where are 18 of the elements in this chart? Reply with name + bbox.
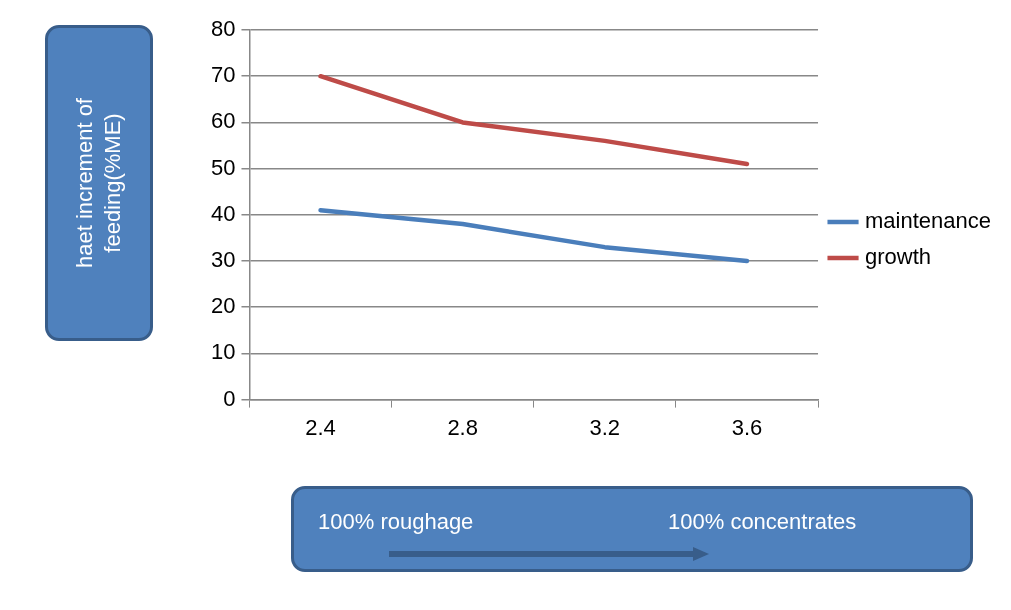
y-tick-label: 0 [223, 385, 236, 411]
y-tick-label: 30 [210, 247, 236, 273]
x-tick-label: 2.4 [305, 414, 336, 440]
y-tick-label: 50 [210, 154, 236, 180]
y-tick-label: 70 [210, 62, 236, 88]
legend-label: maintenance [865, 208, 992, 234]
legend-label: growth [865, 244, 932, 270]
y-tick-label: 60 [210, 108, 236, 134]
label-box: 100% roughage 100% concentrates [291, 486, 973, 572]
y-tick-label: 40 [210, 200, 236, 226]
label-box: haet increment of feeding(%ME) [45, 25, 153, 341]
y-axis-title: haet increment of feeding(%ME) [71, 97, 126, 270]
y-tick-label: 80 [210, 16, 236, 42]
x-tick-label: 3.2 [589, 414, 621, 440]
y-tick-label: 20 [210, 293, 236, 319]
y-tick-label: 10 [210, 339, 236, 365]
x-tick-label: 2.8 [447, 414, 478, 440]
x-tick-label: 3.6 [731, 414, 763, 440]
